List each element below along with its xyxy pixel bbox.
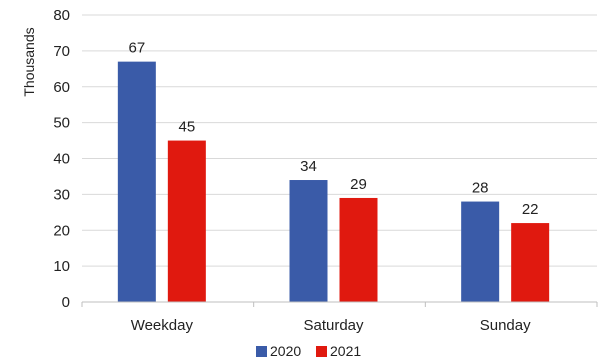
category-label: Saturday bbox=[303, 317, 364, 334]
bars bbox=[117, 61, 550, 303]
legend-label-2021: 2021 bbox=[330, 343, 361, 359]
data-labels: 67 45 34 29 28 22 bbox=[128, 40, 538, 218]
y-tick-label: 50 bbox=[53, 115, 70, 132]
data-label: 28 bbox=[472, 180, 489, 197]
legend-swatch-2020 bbox=[256, 346, 267, 357]
category-label: Weekday bbox=[131, 317, 194, 334]
bar-2020-sunday bbox=[461, 201, 500, 302]
y-tick-label: 0 bbox=[62, 294, 70, 311]
y-tick-label: 60 bbox=[53, 79, 70, 96]
y-tick-label: 30 bbox=[53, 186, 70, 203]
bar-2020-saturday bbox=[289, 180, 328, 302]
y-tick-label: 80 bbox=[53, 7, 70, 24]
data-label: 34 bbox=[300, 158, 317, 175]
bar-2020-weekday bbox=[117, 61, 156, 303]
y-tick-label: 70 bbox=[53, 43, 70, 60]
bar-2021-sunday bbox=[511, 223, 550, 302]
legend-swatch-2021 bbox=[316, 346, 327, 357]
data-label: 45 bbox=[178, 119, 195, 136]
data-label: 29 bbox=[350, 176, 367, 193]
y-tick-label: 10 bbox=[53, 258, 70, 275]
y-tick-label: 40 bbox=[53, 151, 70, 168]
category-labels: Weekday Saturday Sunday bbox=[81, 302, 598, 334]
legend-label-2020: 2020 bbox=[270, 343, 301, 359]
category-label: Sunday bbox=[480, 317, 531, 334]
data-label: 22 bbox=[522, 201, 539, 218]
bar-2021-weekday bbox=[167, 140, 206, 302]
bar-2021-saturday bbox=[339, 197, 378, 302]
y-axis-ticks: 0 10 20 30 40 50 60 70 80 bbox=[53, 7, 70, 311]
y-tick-label: 20 bbox=[53, 222, 70, 239]
y-axis-title: Thousands bbox=[21, 27, 37, 96]
legend: 2020 2021 bbox=[256, 343, 361, 359]
data-label: 67 bbox=[128, 40, 145, 57]
